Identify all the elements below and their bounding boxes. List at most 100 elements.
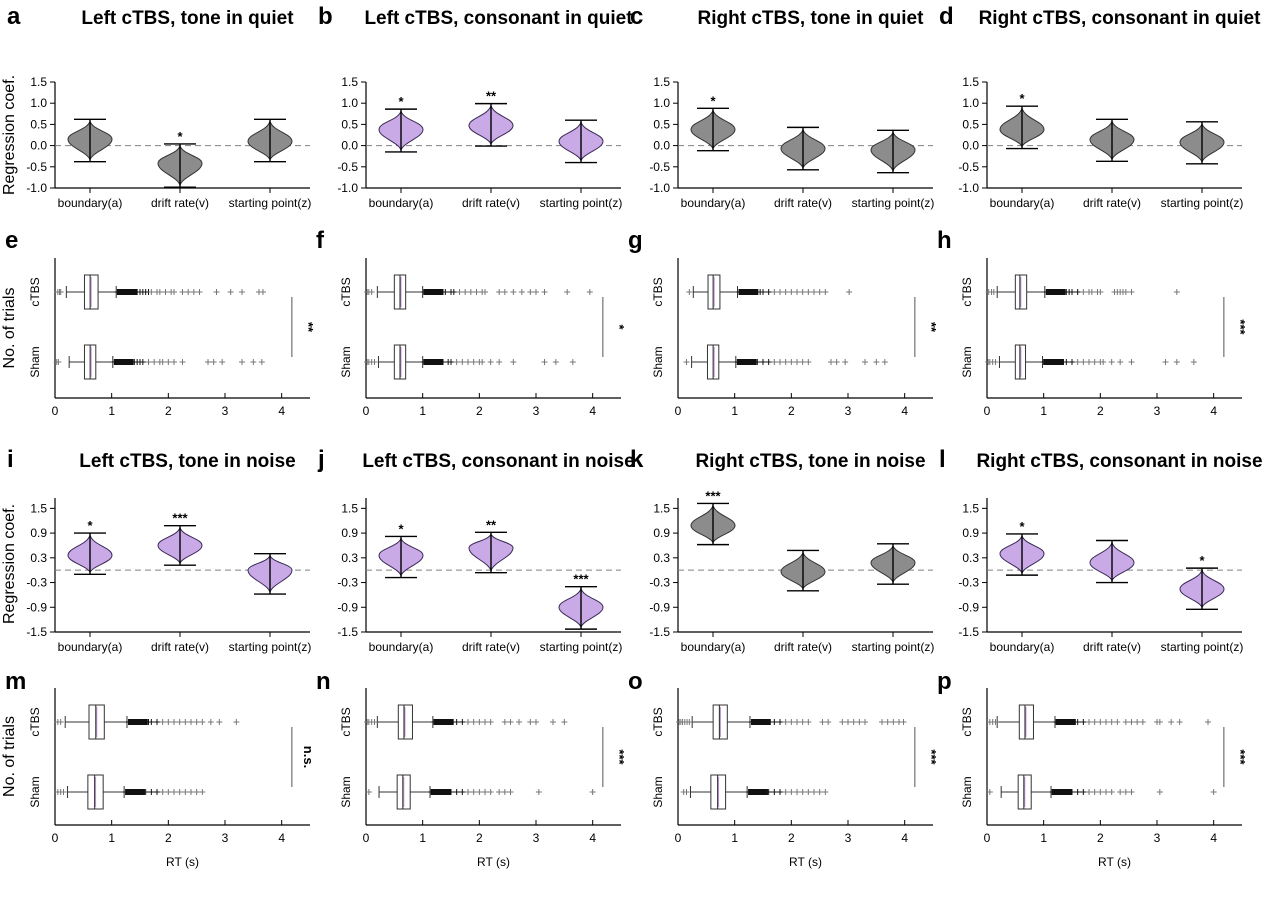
outlier-marker <box>1080 289 1087 295</box>
y-tick-label: -0.9 <box>26 600 47 614</box>
outlier-marker <box>465 359 471 365</box>
outlier-marker <box>148 789 155 795</box>
panel-letter: d <box>939 3 954 30</box>
outlier-marker <box>805 789 812 795</box>
outlier-marker <box>182 789 189 795</box>
x-category-label: starting point(z) <box>540 640 623 654</box>
x-category-label: boundary(a) <box>681 196 746 210</box>
x-tick-label: 3 <box>845 404 852 418</box>
outlier-marker <box>1074 359 1081 365</box>
outlier-marker <box>250 359 257 365</box>
panel-m: m 0 1 2 3 4 RT (s) No. of trials cTBS Sham n.s. <box>1 668 316 869</box>
panel-title: Right cTBS, tone in quiet <box>698 8 925 29</box>
outlier-marker <box>986 789 993 795</box>
outlier-marker <box>179 359 186 365</box>
outlier-marker <box>760 359 766 365</box>
panel-e: e 0 1 2 3 4 No. of trials cTBS Sham ** <box>1 227 316 418</box>
outlier-dense-block <box>750 719 771 725</box>
x-tick-label: 1 <box>419 831 426 845</box>
outlier-marker <box>1162 359 1169 365</box>
outlier-marker <box>501 289 508 295</box>
outlier-marker <box>219 359 226 365</box>
y-tick-label: 0.3 <box>653 551 670 565</box>
box-iqr <box>1014 344 1027 380</box>
y-tick-label: 1.5 <box>341 501 358 515</box>
outlier-marker <box>1173 359 1180 365</box>
panel-b: b Left cTBS, consonant in quiet 1.5 1.0 0.5 0… <box>318 3 633 210</box>
outlier-marker <box>205 359 211 365</box>
x-tick-label: 3 <box>222 404 229 418</box>
outlier-marker <box>561 719 568 725</box>
group-label-sham: Sham <box>651 346 665 377</box>
panel-title: Left cTBS, tone in noise <box>79 451 295 472</box>
x-tick-label: 3 <box>1154 831 1161 845</box>
x-tick-label: 2 <box>1097 831 1104 845</box>
outlier-marker <box>1128 719 1135 725</box>
outlier-marker <box>771 289 778 295</box>
outlier-marker <box>839 719 846 725</box>
significance-marker: * <box>398 94 404 109</box>
outlier-marker <box>788 359 795 365</box>
outlier-marker <box>533 719 539 725</box>
panel-letter: e <box>5 227 18 254</box>
outlier-marker <box>1134 719 1141 725</box>
outlier-marker <box>822 789 829 795</box>
outlier-marker <box>1091 719 1098 725</box>
panel-title: Right cTBS, consonant in quiet <box>979 8 1262 29</box>
outlier-marker <box>1128 789 1135 795</box>
outlier-marker <box>777 719 783 725</box>
outlier-marker <box>159 789 166 795</box>
outlier-marker <box>487 719 494 725</box>
y-axis-label: No. of trials <box>1 716 18 797</box>
outlier-marker <box>1097 789 1104 795</box>
x-category-label: boundary(a) <box>990 640 1055 654</box>
outlier-marker <box>1176 719 1183 725</box>
outlier-marker <box>1103 789 1109 795</box>
outlier-marker <box>782 789 789 795</box>
outlier-marker <box>828 359 834 365</box>
outlier-marker <box>1108 719 1115 725</box>
panel-d: d Right cTBS, consonant in quiet 1.5 1.0 0.5… <box>939 3 1261 210</box>
panel-title: Left cTBS, tone in quiet <box>81 8 294 29</box>
x-category-label: drift rate(v) <box>462 196 520 210</box>
outlier-marker <box>171 359 177 365</box>
outlier-marker <box>1156 789 1163 795</box>
outlier-marker <box>856 719 863 725</box>
x-tick-label: 4 <box>589 404 596 418</box>
outlier-dense-block <box>1045 289 1066 295</box>
group-label-sham: Sham <box>960 346 974 377</box>
outlier-marker <box>487 359 494 365</box>
outlier-marker <box>1091 789 1098 795</box>
outlier-marker <box>1086 789 1092 795</box>
outlier-marker <box>57 289 64 295</box>
outlier-marker <box>527 719 534 725</box>
box-iqr <box>710 774 727 810</box>
outlier-marker <box>845 719 851 725</box>
panel-letter: m <box>5 668 26 695</box>
panel-letter: c <box>630 3 643 30</box>
outlier-marker <box>1088 289 1095 295</box>
panel-letter: p <box>937 668 952 695</box>
y-tick-label: 0.3 <box>341 551 358 565</box>
outlier-marker <box>552 359 559 365</box>
outlier-marker <box>176 789 183 795</box>
y-tick-label: -1.0 <box>958 181 979 195</box>
x-tick-label: 0 <box>984 404 991 418</box>
outlier-marker <box>900 719 907 725</box>
outlier-marker <box>782 289 789 295</box>
x-category-label: boundary(a) <box>681 640 746 654</box>
outlier-marker <box>794 719 800 725</box>
outlier-marker <box>496 359 503 365</box>
y-tick-label: 0.3 <box>962 551 979 565</box>
y-tick-label: -0.5 <box>649 160 670 174</box>
outlier-marker <box>179 289 186 295</box>
outlier-marker <box>482 289 488 295</box>
outlier-marker <box>148 719 155 725</box>
outlier-marker <box>188 789 194 795</box>
x-tick-label: 4 <box>901 831 908 845</box>
panel-g: g 0 1 2 3 4 cTBS Sham ** <box>628 227 939 418</box>
panel-letter: a <box>7 3 21 30</box>
outlier-marker <box>165 719 172 725</box>
significance-marker: ** <box>486 517 497 532</box>
x-tick-label: 4 <box>1210 831 1217 845</box>
